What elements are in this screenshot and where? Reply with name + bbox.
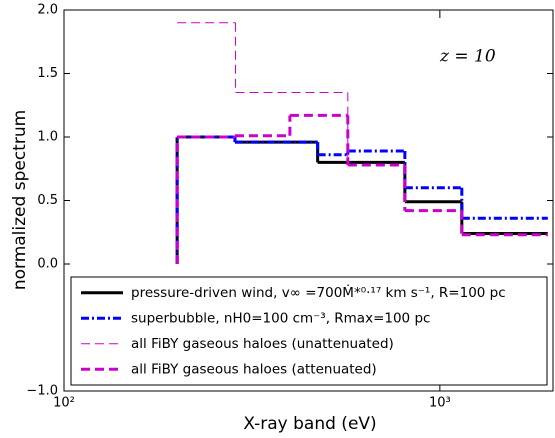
annotation: z = 10 [439, 47, 496, 67]
y-tick-label: 0.5 [37, 193, 58, 208]
x-tick-label: 10³ [429, 396, 451, 411]
plot-area [175, 22, 548, 264]
x-axis-label: X-ray band (eV) [243, 414, 376, 434]
legend: pressure-driven wind, v∞ =700Ṁ*⁰·¹⁷ km s… [70, 276, 548, 386]
legend-label: all FiBY gaseous haloes (attenuated) [131, 361, 377, 377]
legend-box [70, 276, 548, 386]
legend-label: all FiBY gaseous haloes (unattenuated) [131, 336, 394, 352]
y-tick-label: 0.0 [37, 257, 58, 272]
x-tick-label: 10² [53, 396, 75, 411]
plot-frame [63, 9, 554, 392]
y-tick-label: 1.0 [37, 130, 58, 145]
y-tick-label: 2.0 [37, 3, 58, 18]
y-axis-label: normalized spectrum [10, 110, 30, 290]
legend-label: superbubble, nH0=100 cm⁻³, Rmax=100 pc [131, 310, 430, 326]
y-tick-label: −1.0 [26, 384, 58, 399]
legend-label: pressure-driven wind, v∞ =700Ṁ*⁰·¹⁷ km s… [131, 283, 506, 301]
y-tick-label: 1.5 [37, 66, 58, 81]
